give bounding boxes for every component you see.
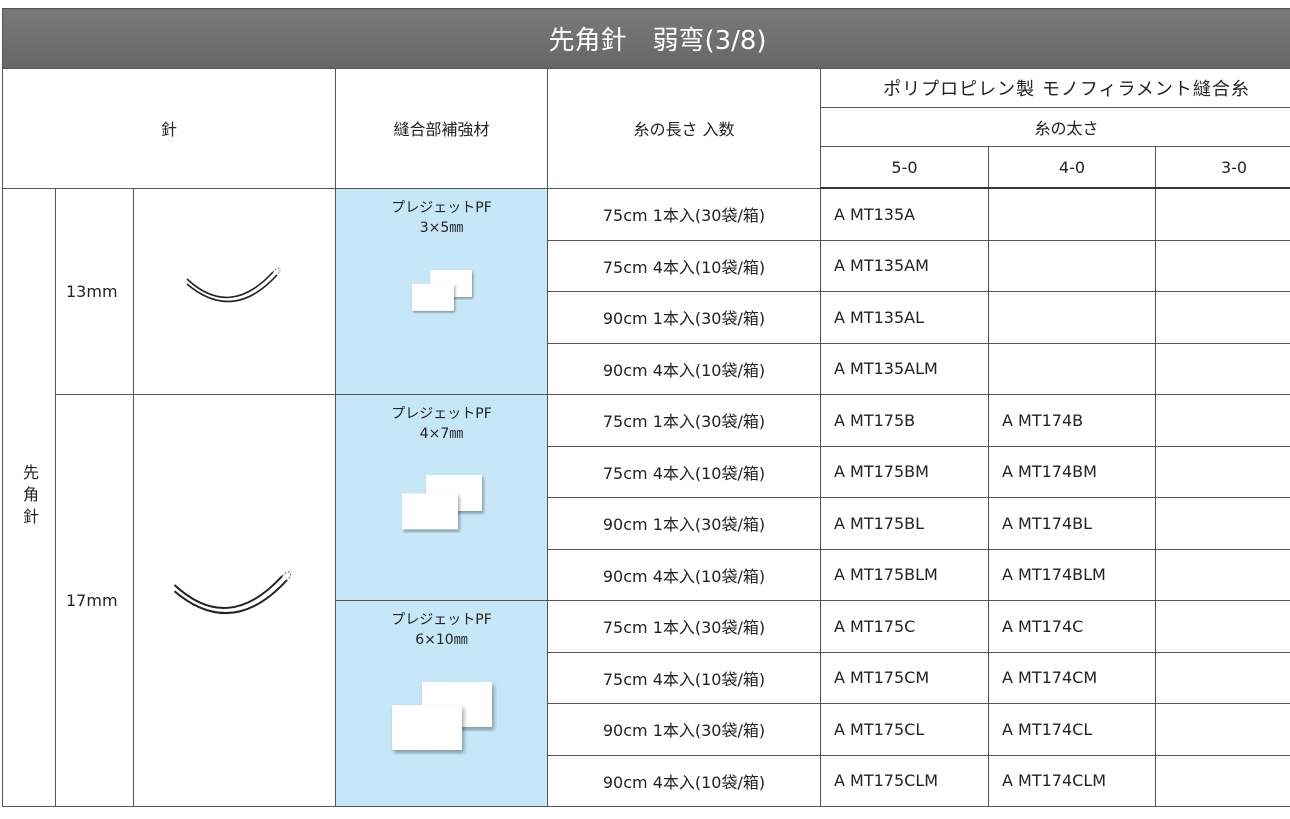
reinforcement-cell: プレジェットPF 4×7㎜ — [335, 394, 548, 601]
product-code: A MT135A — [820, 187, 989, 241]
reinforcement-header: 縫合部補強材 — [335, 68, 548, 189]
size-header: 5-0 — [820, 146, 989, 189]
product-code: A MT174CL — [988, 703, 1156, 756]
length: 75cm 4本入(10袋/箱) — [547, 651, 821, 704]
pad-dims: 4×7㎜ — [419, 426, 464, 442]
product-code: A MT175C — [820, 600, 989, 653]
table-row: 90cm 4本入(10袋/箱) A MT175BLM A MT174BLM — [3, 548, 1290, 601]
product-code: A MT175B — [820, 394, 989, 447]
product-code — [988, 187, 1156, 241]
table-row: 90cm 1本入(30袋/箱) A MT135AL — [3, 291, 1290, 344]
product-code — [1154, 754, 1290, 807]
product-code — [1154, 548, 1290, 601]
product-code: A MT174CM — [988, 651, 1156, 704]
length: 75cm 1本入(30袋/箱) — [547, 394, 821, 447]
product-code: A MT174BM — [988, 445, 1156, 498]
product-code — [1154, 239, 1290, 292]
pad-name: プレジェットPF — [391, 199, 492, 216]
product-code — [1154, 497, 1290, 550]
thickness-header: 糸の太さ — [819, 107, 1290, 147]
length: 75cm 1本入(30袋/箱) — [547, 187, 821, 241]
product-code: A MT175BL — [820, 497, 989, 550]
table-row: 75cm 4本入(10袋/箱) A MT175CM A MT174CM — [3, 651, 1290, 704]
table-row: 90cm 4本入(10袋/箱) A MT175CLM A MT174CLM — [3, 754, 1290, 807]
needle-image-cell — [133, 187, 336, 395]
needle-image-cell — [133, 394, 336, 807]
pad-name: プレジェットPF — [391, 612, 492, 628]
table-row: 90cm 1本入(30袋/箱) A MT175CL A MT174CL — [3, 703, 1290, 756]
product-code — [988, 291, 1156, 344]
length: 90cm 4本入(10袋/箱) — [547, 342, 821, 395]
product-code: A MT174B — [988, 394, 1156, 447]
product-code — [1154, 394, 1290, 447]
product-code: A MT174C — [988, 600, 1156, 653]
product-code: A MT174BL — [988, 497, 1156, 550]
product-code: A MT135AL — [820, 291, 989, 344]
product-code: A MT174CLM — [988, 754, 1156, 807]
product-code: A MT174BLM — [988, 548, 1156, 601]
pad-image — [401, 475, 482, 530]
product-code — [1154, 187, 1290, 241]
pad-image — [391, 682, 492, 750]
size-header: 3-0 — [1154, 146, 1290, 189]
product-code: A MT175CL — [820, 703, 989, 756]
product-code — [1154, 342, 1290, 395]
length-header: 糸の長さ 入数 — [547, 68, 821, 189]
product-code — [1154, 651, 1290, 704]
needle-size: 17mm — [55, 394, 134, 807]
length: 90cm 4本入(10袋/箱) — [547, 754, 821, 807]
table-row: プレジェットPF 6×10㎜ 75cm 1本入(30袋/箱) A MT175C A MT… — [3, 600, 1290, 807]
reinforcement-cell: プレジェットPF 6×10㎜ — [335, 600, 548, 807]
product-code: A MT175CM — [820, 651, 989, 704]
product-code: A MT175CLM — [820, 754, 989, 807]
length: 90cm 1本入(30袋/箱) — [547, 703, 821, 756]
product-code: A MT175BM — [820, 445, 989, 498]
needle-type: 先角針 — [2, 187, 56, 807]
suture-header: ポリプロピレン製 モノフィラメント縫合糸 — [819, 68, 1290, 108]
product-code — [1154, 600, 1290, 653]
product-code: A MT135AM — [820, 239, 989, 292]
pad-dims: 3×5㎜ — [419, 219, 464, 236]
length: 75cm 1本入(30袋/箱) — [547, 600, 821, 653]
product-code — [1154, 291, 1290, 344]
table-row: 90cm 1本入(30袋/箱) A MT175BL A MT174BL — [3, 497, 1290, 550]
reinforcement-cell: プレジェットPF 3×5㎜ — [335, 187, 548, 395]
needle-image — [173, 571, 292, 615]
product-code — [988, 239, 1156, 292]
size-header: 4-0 — [988, 146, 1156, 189]
needle-header: 針 — [2, 68, 336, 189]
table-row: 17mm プレジェットPF 4×7㎜ 75cm 1本入(30袋/箱) A MT175B A… — [3, 394, 1290, 807]
needle-size: 13mm — [55, 187, 134, 395]
pad-name: プレジェットPF — [391, 406, 492, 422]
product-code — [988, 342, 1156, 395]
length: 75cm 4本入(10袋/箱) — [547, 445, 821, 498]
table-row: 75cm 4本入(10袋/箱) A MT135AM — [3, 239, 1290, 292]
product-code — [1154, 445, 1290, 498]
length: 90cm 4本入(10袋/箱) — [547, 548, 821, 601]
length: 90cm 1本入(30袋/箱) — [547, 497, 821, 550]
length: 75cm 4本入(10袋/箱) — [547, 239, 821, 292]
table-row: 先角針 13mm プレジェットPF 3×5㎜ 75cm 1本入(30袋/箱) A MT13… — [2, 187, 1290, 807]
pad-dims: 6×10㎜ — [415, 632, 468, 648]
length: 90cm 1本入(30袋/箱) — [547, 291, 821, 344]
title: 先角針 弱弯(3/8) — [1, 8, 1290, 69]
product-code: A MT135ALM — [820, 342, 989, 395]
pad-image — [411, 269, 472, 311]
needle-image — [185, 267, 280, 303]
product-table: 先角針 弱弯(3/8) 針 縫合部補強材 糸の長さ 入数 ポリプロピレン製 モノ… — [1, 8, 1290, 807]
product-code — [1154, 703, 1290, 756]
table-row: 75cm 4本入(10袋/箱) A MT175BM A MT174BM — [3, 445, 1290, 498]
product-code: A MT175BLM — [820, 548, 989, 601]
